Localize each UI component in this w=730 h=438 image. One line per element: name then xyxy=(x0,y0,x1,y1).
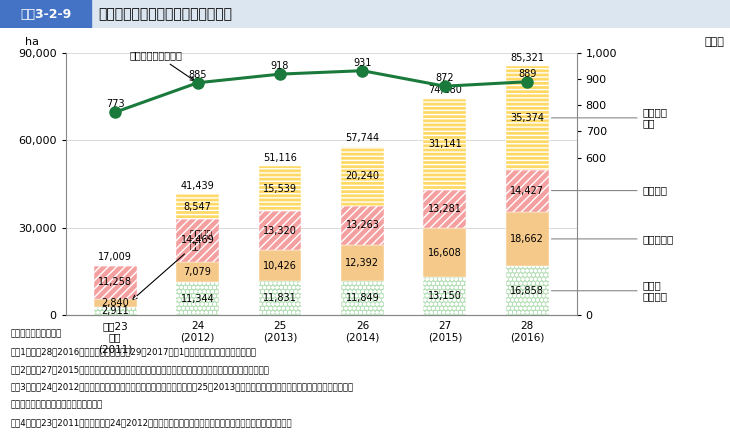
Text: 51,116: 51,116 xyxy=(263,152,297,162)
Text: 14,469: 14,469 xyxy=(181,236,215,245)
Bar xyxy=(91,0,730,28)
Bar xyxy=(506,266,549,315)
Text: 31,141: 31,141 xyxy=(428,139,461,149)
Bar xyxy=(341,281,384,315)
Text: 環境保全型農業直接支払の実施状況: 環境保全型農業直接支払の実施状況 xyxy=(99,7,233,21)
Bar xyxy=(506,66,549,170)
Bar xyxy=(176,194,219,219)
Text: 注：1）平成28（2016）年度の数値は、平成29（2017）年1月末時点で取りまとめた概数値: 注：1）平成28（2016）年度の数値は、平成29（2017）年1月末時点で取り… xyxy=(11,347,257,357)
Bar xyxy=(506,66,549,170)
Text: 堆肥の施用: 堆肥の施用 xyxy=(551,234,674,244)
Text: 889: 889 xyxy=(518,69,537,78)
Bar xyxy=(93,299,137,307)
Text: 11,831: 11,831 xyxy=(263,293,297,303)
Bar xyxy=(258,281,301,315)
Text: 7,079: 7,079 xyxy=(184,267,212,277)
Text: 41,439: 41,439 xyxy=(181,181,215,191)
Text: 地域特認
取組: 地域特認 取組 xyxy=(551,107,668,129)
Bar xyxy=(0,0,91,28)
Text: 4）平成23（2011）年度、平成24（2012）年度のカバークロップは草生栽培、リビングマルチを含む。: 4）平成23（2011）年度、平成24（2012）年度のカバークロップは草生栽培… xyxy=(11,418,293,427)
Text: 85,321: 85,321 xyxy=(510,53,545,63)
Text: 2）平成27（2015）年度から、支援対象者の要件を、農業者個人から農業者の組織する団体等に変更: 2）平成27（2015）年度から、支援対象者の要件を、農業者個人から農業者の組織… xyxy=(11,365,270,374)
Text: 57,744: 57,744 xyxy=(345,133,380,143)
Bar xyxy=(176,219,219,261)
Text: 2,911: 2,911 xyxy=(101,306,129,316)
Text: 74,180: 74,180 xyxy=(428,85,462,95)
Bar xyxy=(93,266,137,299)
Text: 2,840: 2,840 xyxy=(101,298,129,308)
Text: 13,281: 13,281 xyxy=(428,204,462,214)
Text: カバー
クロップ: カバー クロップ xyxy=(551,280,668,301)
Bar xyxy=(506,170,549,212)
Text: 17,009: 17,009 xyxy=(99,252,132,262)
Text: 図表3-2-9: 図表3-2-9 xyxy=(20,8,72,21)
Bar xyxy=(423,190,466,229)
Bar xyxy=(423,277,466,315)
Text: 10,426: 10,426 xyxy=(263,261,297,271)
Bar xyxy=(506,170,549,212)
Bar xyxy=(93,266,137,299)
Text: 931: 931 xyxy=(353,57,372,67)
Text: マルチ、冬期湛水管理を含む。: マルチ、冬期湛水管理を含む。 xyxy=(11,400,103,410)
Text: 872: 872 xyxy=(436,73,454,83)
Bar xyxy=(506,212,549,266)
Text: 35,374: 35,374 xyxy=(510,113,545,123)
Text: 11,849: 11,849 xyxy=(345,293,380,303)
Bar xyxy=(258,166,301,212)
Bar xyxy=(176,219,219,261)
Bar xyxy=(341,147,384,206)
Text: 3）平成24（2012）年度の地域特認取組は、堆肥の施用を含む。平成25（2013）年度以降の地域特認取組は、草生栽培、リビング: 3）平成24（2012）年度の地域特認取組は、堆肥の施用を含む。平成25（201… xyxy=(11,383,354,392)
Bar xyxy=(341,281,384,315)
Bar xyxy=(423,277,466,315)
Text: 13,263: 13,263 xyxy=(345,220,380,230)
Text: 13,150: 13,150 xyxy=(428,291,462,301)
Bar xyxy=(341,206,384,244)
Text: 16,858: 16,858 xyxy=(510,286,544,296)
Bar xyxy=(176,261,219,282)
Bar xyxy=(258,281,301,315)
Text: 14,427: 14,427 xyxy=(510,186,545,196)
Bar xyxy=(423,229,466,277)
Text: 資料：農林水産省調べ: 資料：農林水産省調べ xyxy=(11,330,62,339)
Text: 冬期湛水
管理: 冬期湛水 管理 xyxy=(133,229,213,299)
Bar xyxy=(258,166,301,212)
Bar xyxy=(176,194,219,219)
Bar xyxy=(341,206,384,244)
Text: 市町村数（右目盛）: 市町村数（右目盛） xyxy=(130,50,194,81)
Text: 有機農業: 有機農業 xyxy=(551,186,668,196)
Text: 13,320: 13,320 xyxy=(263,226,297,236)
Text: 16,608: 16,608 xyxy=(428,248,461,258)
Text: 15,539: 15,539 xyxy=(263,184,297,194)
Bar xyxy=(93,307,137,315)
Bar xyxy=(176,282,219,315)
Text: 11,344: 11,344 xyxy=(181,294,215,304)
Bar xyxy=(423,99,466,190)
Text: 20,240: 20,240 xyxy=(345,171,380,181)
Bar xyxy=(93,307,137,315)
Text: 918: 918 xyxy=(271,61,289,71)
Bar xyxy=(341,147,384,206)
Text: 市町村: 市町村 xyxy=(704,37,724,47)
Bar xyxy=(423,190,466,229)
Bar xyxy=(506,266,549,315)
Text: 8,547: 8,547 xyxy=(184,202,212,212)
Bar xyxy=(341,244,384,281)
Bar xyxy=(258,212,301,251)
Bar xyxy=(258,251,301,281)
Bar xyxy=(258,212,301,251)
Bar xyxy=(176,282,219,315)
Bar xyxy=(423,99,466,190)
Text: 12,392: 12,392 xyxy=(345,258,380,268)
Text: 773: 773 xyxy=(106,99,124,109)
Text: 18,662: 18,662 xyxy=(510,234,544,244)
Text: 885: 885 xyxy=(188,70,207,80)
Text: 11,258: 11,258 xyxy=(98,277,132,287)
Text: ha: ha xyxy=(25,37,39,47)
